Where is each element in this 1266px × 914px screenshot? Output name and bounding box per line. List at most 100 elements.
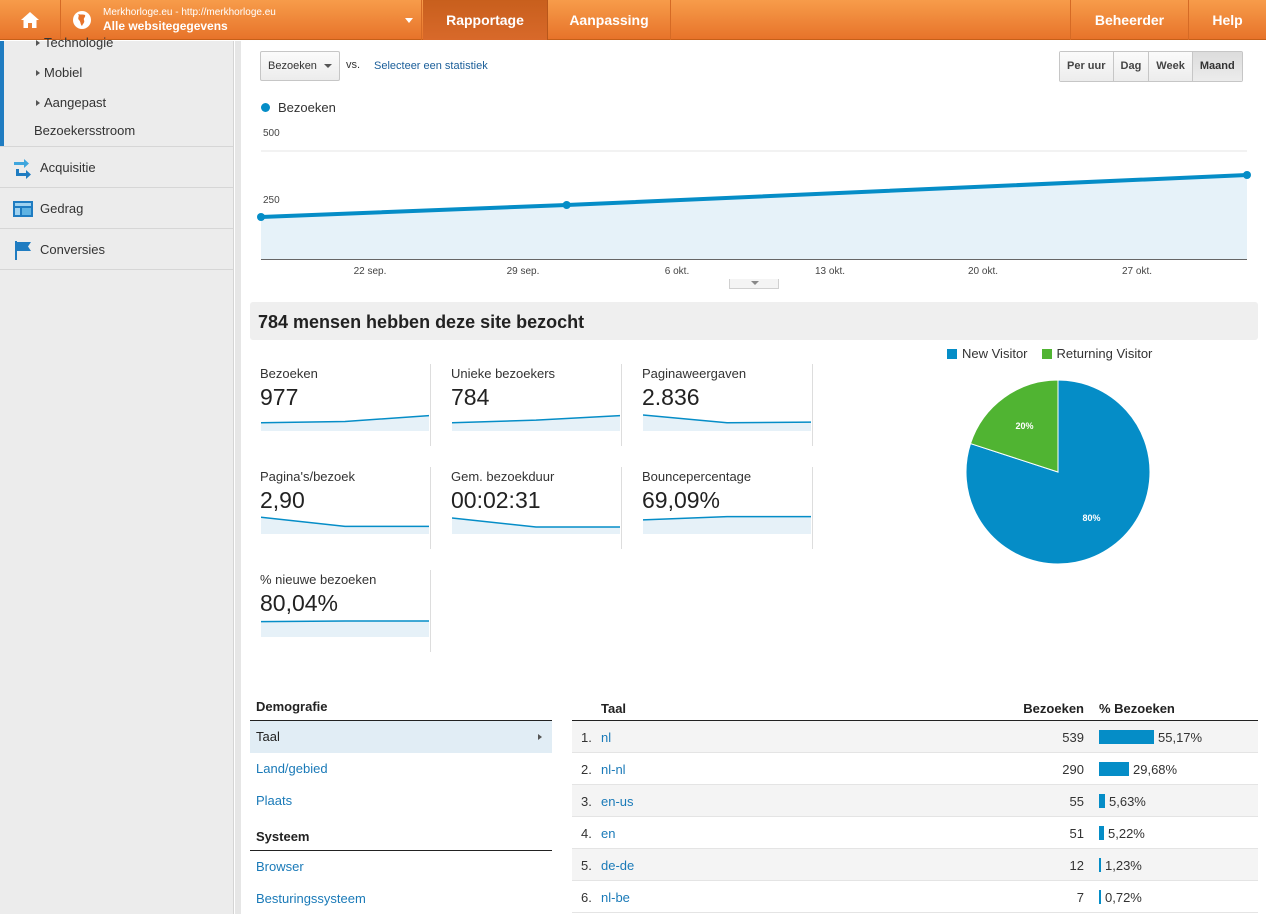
row-rank: 6. [581,890,592,905]
row-language-link[interactable]: nl [601,730,612,745]
legend-new-visitor[interactable]: New Visitor [947,346,1028,361]
sidebar-section-conversies[interactable]: Conversies [0,228,233,269]
collapse-chart-toggle[interactable] [729,279,779,289]
demografie-item-plaats[interactable]: Plaats [256,793,293,808]
tab-aanpassing[interactable]: Aanpassing [548,0,671,40]
metric-name: Bezoeken [260,366,318,381]
metric-name: Bouncepercentage [642,469,752,484]
tab-rapportage[interactable]: Rapportage [423,0,548,40]
account-selector[interactable]: Merkhorloge.eu - http://merkhorloge.eu A… [62,0,422,40]
data-point [257,213,265,221]
sidebar-item-technologie[interactable]: Technologie [36,35,113,50]
row-visits: 55 [1069,794,1084,809]
tab-beheerder[interactable]: Beheerder [1070,0,1189,40]
x-tick-label: 29 sep. [507,266,540,277]
row-percentage: 0,72% [1105,890,1142,905]
flag-icon [15,241,31,260]
period-dag-button[interactable]: Dag [1113,52,1150,81]
tab-help[interactable]: Help [1212,12,1243,28]
x-tick-label: 6 okt. [665,266,689,277]
row-language-link[interactable]: en-us [601,794,634,809]
line-area [261,175,1247,259]
systeem-item-besturingssysteem[interactable]: Besturingssysteem [256,891,366,906]
chart-legend: Bezoeken [261,100,336,115]
metric-name: Gem. bezoekduur [451,469,555,484]
metric-dropdown[interactable]: Bezoeken [260,51,340,81]
sparkline-line [643,414,811,424]
sidebar-item-label: Mobiel [44,65,83,80]
demographics-nav: Demografie Taal Land/gebied Plaats Syste… [250,699,552,914]
sparkline-area [261,415,429,431]
metric-name: Pagina's/bezoek [260,469,355,484]
x-tick-label: 27 okt. [1122,266,1152,277]
metric-tile[interactable]: Gem. bezoekduur 00:02:31 [441,467,622,549]
systeem-heading: Systeem [250,829,552,851]
metric-tile[interactable]: Paginaweergaven 2.836 [632,364,813,446]
pie-slice-label: 80% [1083,513,1101,523]
sidebar-item-label: Aangepast [44,95,107,110]
row-rank: 3. [581,794,592,809]
sidebar-item-aangepast[interactable]: Aangepast [36,95,106,110]
sidebar-resize-gutter[interactable] [235,41,241,914]
sidebar-item-label: Technologie [44,35,114,50]
sparkline-area [261,620,429,637]
metric-tile[interactable]: % nieuwe bezoeken 80,04% [250,570,431,652]
sidebar-section-label: Gedrag [40,201,84,216]
metric-tile[interactable]: Pagina's/bezoek 2,90 [250,467,431,549]
sparkline-area [261,517,429,534]
sidebar-item-bezoekersstroom[interactable]: Bezoekersstroom [34,123,136,138]
demografie-item-land[interactable]: Land/gebied [256,761,328,776]
visitor-type-pie-chart[interactable]: 80% 20% [963,377,1153,567]
row-percentage-bar [1099,794,1105,808]
column-header-bezoeken[interactable]: Bezoeken [1023,701,1084,716]
row-percentage: 1,23% [1105,858,1142,873]
property-name: Alle websitegegevens [103,19,228,33]
row-percentage: 55,17% [1158,730,1203,745]
row-percentage: 5,63% [1109,794,1146,809]
caret-right-icon [36,69,40,76]
period-week-button[interactable]: Week [1149,52,1193,81]
visits-line-chart[interactable]: 500 250 22 sep. 29 sep. 6 okt. 13 okt. 20 okt… [241,119,1266,279]
select-metric-link[interactable]: Selecteer een statistiek [374,60,488,72]
data-point [1243,171,1251,179]
row-visits: 290 [1062,762,1084,777]
row-rank: 2. [581,762,592,777]
row-language-link[interactable]: nl-be [601,890,630,905]
row-visits: 7 [1076,890,1084,905]
demografie-item-taal[interactable]: Taal [250,721,552,753]
row-language-link[interactable]: de-de [601,858,635,873]
table-row: 5. de-de 12 1,23% [572,849,1258,881]
table-row: 6. nl-be 7 0,72% [572,881,1258,913]
table-header: Taal Bezoeken % Bezoeken [572,699,1258,721]
table-row: 1. nl 539 55,17% [572,721,1258,753]
sidebar-section-label: Acquisitie [40,160,96,175]
home-button[interactable] [0,0,61,40]
pie-slice[interactable] [969,379,1059,473]
metric-tile[interactable]: Bezoeken 977 [250,364,431,446]
systeem-item-browser[interactable]: Browser [256,859,304,874]
y-tick-label: 500 [263,128,280,139]
sidebar-section-gedrag[interactable]: Gedrag [0,187,233,228]
row-percentage: 5,22% [1108,826,1145,841]
legend-returning-visitor[interactable]: Returning Visitor [1041,346,1152,361]
caret-right-icon [36,99,40,106]
period-maand-button[interactable]: Maand [1192,52,1242,81]
sidebar-active-indicator [0,41,4,146]
sidebar-section-acquisitie[interactable]: Acquisitie [0,146,233,187]
period-per-uur-button[interactable]: Per uur [1060,52,1114,81]
sidebar-item-mobiel[interactable]: Mobiel [36,65,82,80]
sidebar: Technologie Mobiel Aangepast Bezoekersst… [0,35,234,914]
row-language-link[interactable]: en [601,826,616,841]
metric-tile[interactable]: Bouncepercentage 69,09% [632,467,813,549]
row-language-link[interactable]: nl-nl [601,762,626,777]
metric-name: % nieuwe bezoeken [260,572,377,587]
sparkline [261,516,429,534]
sparkline-area [452,415,620,431]
metric-tile[interactable]: Unieke bezoekers 784 [441,364,622,446]
metric-dropdown-value: Bezoeken [268,60,317,72]
table-row: 2. nl-nl 290 29,68% [572,753,1258,785]
column-header-pct-bezoeken: % Bezoeken [1099,701,1175,716]
x-tick-label: 22 sep. [354,266,387,277]
sparkline [452,517,620,534]
row-percentage-bar [1099,858,1101,872]
